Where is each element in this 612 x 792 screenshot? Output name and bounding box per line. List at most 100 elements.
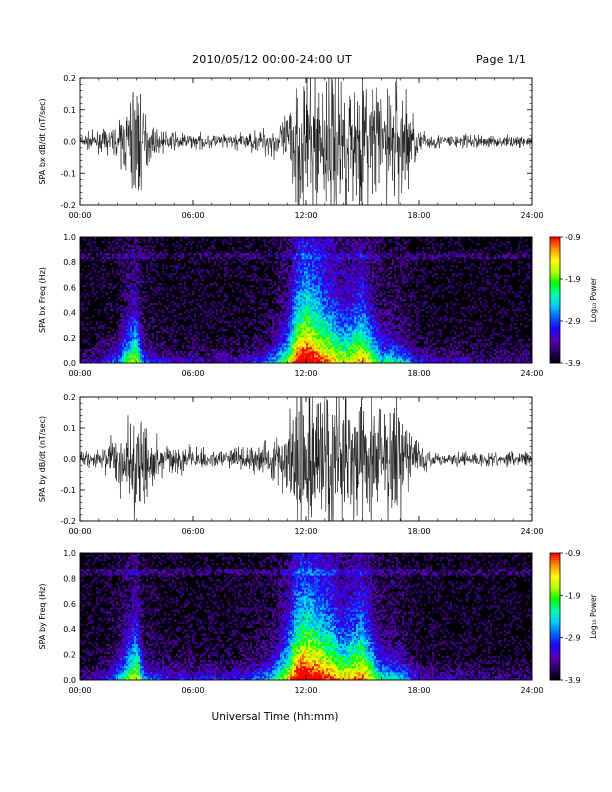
spectrogram-cell [160, 357, 162, 359]
spectrogram-cell [86, 355, 88, 357]
spectrogram-cell [328, 291, 330, 293]
spectrogram-cell [330, 337, 332, 339]
spectrogram-cell [284, 325, 286, 327]
spectrogram-cell [306, 305, 308, 307]
spectrogram-cell [214, 323, 216, 325]
spectrogram-cell [98, 349, 100, 351]
spectrogram-cell [184, 311, 186, 313]
spectrogram-cell [278, 337, 280, 339]
spectrogram-cell [236, 267, 238, 269]
spectrogram-cell [340, 315, 342, 317]
spectrogram-cell [238, 321, 240, 323]
spectrogram-cell [312, 261, 314, 263]
spectrogram-cell [312, 335, 314, 337]
spectrogram-cell [118, 261, 120, 263]
spectrogram-cell [326, 307, 328, 309]
spectrogram-cell [156, 355, 158, 357]
spectrogram-cell [296, 249, 298, 251]
spectrogram-cell [276, 257, 278, 259]
spectrogram-cell [318, 299, 320, 301]
spectrogram-cell [168, 347, 170, 349]
spectrogram-cell [144, 251, 146, 253]
spectrogram-cell [298, 333, 300, 335]
spectrogram-cell [132, 303, 134, 305]
panel-2: 00:00 06:00 12:00 18:00 24:000.00.20.40.60.8… [38, 233, 598, 378]
spectrogram-cell [328, 319, 330, 321]
spectrogram-cell [304, 337, 306, 339]
spectrogram-cell [124, 317, 126, 319]
spectrogram-cell [132, 343, 134, 345]
spectrogram-cell [196, 351, 198, 353]
spectrogram-cell [316, 331, 318, 333]
spectrogram-cell [282, 269, 284, 271]
spectrogram-cell [202, 291, 204, 293]
spectrogram-cell [270, 359, 272, 361]
spectrogram-cell [118, 307, 120, 309]
spectrogram-cell [334, 281, 336, 283]
spectrogram-cell [140, 359, 142, 361]
spectrogram-cell [336, 331, 338, 333]
spectrogram-cell [310, 265, 312, 267]
spectrogram-cell [298, 335, 300, 337]
spectrogram-cell [192, 271, 194, 273]
panel-1: 00:00 06:00 12:00 18:00 24:00-0.2-0.10.00.10… [38, 74, 544, 220]
spectrogram-cell [284, 285, 286, 287]
spectrogram-cell [326, 345, 328, 347]
spectrogram-cell [314, 277, 316, 279]
spectrogram-cell [86, 307, 88, 309]
spectrogram-cell [258, 307, 260, 309]
spectrogram-cell [334, 259, 336, 261]
spectrogram-cell [222, 319, 224, 321]
spectrogram-cell [142, 327, 144, 329]
spectrogram-cell [112, 287, 114, 289]
spectrogram-cell [244, 317, 246, 319]
spectrogram-cell [296, 271, 298, 273]
spectrogram-cell [100, 351, 102, 353]
spectrogram-cell [224, 343, 226, 345]
spectrogram-cell [118, 331, 120, 333]
spectrogram-cell [260, 253, 262, 255]
spectrogram-cell [200, 295, 202, 297]
spectrogram-cell [330, 239, 332, 241]
spectrogram-cell [300, 247, 302, 249]
spectrogram-cell [176, 271, 178, 273]
spectrogram-cell [100, 309, 102, 311]
spectrogram-cell [126, 341, 128, 343]
spectrogram-cell [130, 291, 132, 293]
spectrogram-cell [332, 305, 334, 307]
spectrogram-cell [312, 309, 314, 311]
spectrogram-cell [216, 347, 218, 349]
spectrogram-cell [306, 327, 308, 329]
spectrogram-cell [134, 255, 136, 257]
spectrogram-cell [256, 349, 258, 351]
spectrogram-cell [146, 267, 148, 269]
spectrogram-cell [336, 359, 338, 361]
spectrogram-cell [128, 295, 130, 297]
spectrogram-cell [140, 329, 142, 331]
spectrogram-cell [146, 307, 148, 309]
spectrogram-cell [226, 353, 228, 355]
spectrogram-cell [144, 319, 146, 321]
spectrogram-cell [296, 259, 298, 261]
spectrogram-cell [108, 253, 110, 255]
spectrogram-cell [126, 293, 128, 295]
spectrogram-cell [132, 245, 134, 247]
spectrogram-cell [286, 297, 288, 299]
spectrogram-cell [228, 255, 230, 257]
spectrogram-cell [126, 243, 128, 245]
spectrogram-cell [344, 345, 346, 347]
spectrogram-cell [92, 347, 94, 349]
spectrogram-cell [258, 267, 260, 269]
spectrogram-cell [334, 263, 336, 265]
spectrogram-cell [272, 351, 274, 353]
spectrogram-cell [152, 327, 154, 329]
spectrogram-cell [260, 343, 262, 345]
spectrogram-cell [132, 293, 134, 295]
spectrogram-cell [144, 255, 146, 257]
spectrogram-cell [226, 355, 228, 357]
spectrogram-cell [306, 333, 308, 335]
spectrogram-cell [292, 333, 294, 335]
spectrogram-cell [242, 299, 244, 301]
spectrogram-cell [192, 355, 194, 357]
spectrogram-cell [328, 311, 330, 313]
